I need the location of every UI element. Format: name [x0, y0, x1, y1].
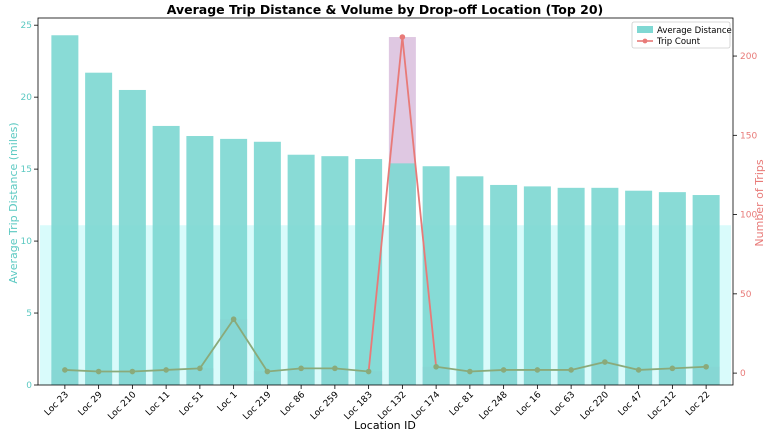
y-tick-label-25: 25 — [21, 21, 32, 31]
distance-bar-3 — [118, 89, 146, 385]
distance-bar-1 — [51, 35, 79, 385]
x-tick-label-17: Loc 220 — [579, 390, 611, 422]
legend-marker-trips — [642, 38, 648, 44]
trip-line-segment-19 — [672, 365, 707, 370]
x-tick-label-8: Loc 86 — [279, 390, 307, 418]
trip-point-12 — [433, 363, 439, 370]
trip-line-segment-4 — [166, 367, 200, 371]
distance-bar-5 — [186, 136, 214, 385]
x-tick-label-12: Loc 174 — [410, 390, 442, 422]
trip-line-segment-18 — [638, 367, 673, 371]
trip-point-13 — [467, 368, 473, 375]
x-tick-label-15: Loc 16 — [515, 390, 543, 418]
trip-line-segment-10 — [367, 36, 404, 372]
distance-bar-8 — [287, 154, 315, 385]
x-tick-label-9: Loc 259 — [309, 390, 341, 422]
y2-tick-label-100: 100 — [740, 211, 757, 221]
trip-point-14 — [500, 367, 507, 373]
trip-point-16 — [568, 367, 574, 373]
x-tick-label-7: Loc 219 — [241, 390, 273, 422]
distance-bar-10 — [355, 159, 383, 385]
trip-line-segment-6 — [232, 318, 269, 373]
distance-bar-4 — [152, 125, 180, 386]
trip-point-1 — [62, 367, 68, 373]
trip-point-17 — [602, 359, 608, 365]
x-tick-label-5: Loc 51 — [178, 390, 206, 418]
distance-bar-16 — [557, 187, 585, 385]
x-tick-label-13: Loc 81 — [448, 390, 476, 418]
x-tick-label-11: Loc 132 — [376, 390, 408, 422]
trip-line-segment-16 — [570, 361, 606, 371]
x-tick-label-16: Loc 63 — [549, 390, 577, 418]
y2-tick-label-150: 150 — [740, 131, 757, 141]
distance-bar-15 — [523, 186, 551, 385]
trip-point-3 — [129, 368, 136, 375]
y-tick-label-20: 20 — [21, 93, 33, 103]
distance-bar-17 — [591, 187, 619, 385]
trip-point-11 — [399, 34, 406, 40]
x-tick-label-10: Loc 183 — [343, 390, 375, 422]
y-tick-label-5: 5 — [26, 309, 32, 319]
trip-line-segment-12 — [435, 365, 471, 373]
chart-title: Average Trip Distance & Volume by Drop-o… — [167, 2, 604, 17]
y-tick-label-0: 0 — [26, 381, 32, 391]
legend-label-distance: Average Distance — [657, 26, 732, 36]
trip-line-segment-5 — [199, 318, 235, 369]
distance-bar-13 — [456, 176, 484, 385]
x-tick-label-3: Loc 210 — [106, 390, 138, 422]
distance-bar-20 — [692, 195, 720, 385]
distance-bar-6 — [220, 138, 248, 385]
x-tick-label-1: Loc 23 — [43, 390, 71, 418]
x-tick-label-19: Loc 212 — [646, 390, 678, 422]
trip-line-segment-3 — [132, 369, 167, 373]
distance-bar-7 — [253, 141, 281, 385]
x-tick-label-2: Loc 29 — [77, 390, 105, 418]
trip-point-19 — [669, 365, 676, 372]
trip-line-segment-11 — [401, 36, 438, 367]
x-tick-label-18: Loc 47 — [617, 390, 645, 418]
trip-line-segment-17 — [604, 361, 639, 371]
x-axis-title: Location ID — [354, 419, 416, 432]
trip-point-20 — [703, 363, 709, 370]
distance-bar-2 — [85, 72, 113, 386]
distance-bar-9 — [321, 156, 349, 385]
legend-label-trips: Trip Count — [656, 37, 701, 47]
trip-line-segment-1 — [64, 369, 99, 373]
legend-swatch-distance — [637, 26, 653, 33]
x-tick-label-14: Loc 248 — [478, 390, 510, 422]
trip-line-segment-9 — [334, 367, 369, 373]
legend-box — [631, 21, 731, 49]
distance-bar-11 — [388, 163, 416, 385]
trip-point-15 — [534, 367, 541, 373]
y-axis-title: Average Trip Distance (miles) — [7, 122, 20, 283]
y-tick-label-10: 10 — [21, 237, 33, 247]
y2-tick-label-200: 200 — [740, 52, 757, 62]
x-tick-label-20: Loc 22 — [684, 390, 712, 418]
trip-line-segment-13 — [469, 369, 504, 373]
trip-point-9 — [332, 365, 338, 372]
distance-bar-14 — [490, 184, 518, 385]
trip-line-segment-7 — [267, 367, 302, 373]
y2-tick-label-50: 50 — [740, 290, 752, 300]
trip-point-10 — [365, 368, 372, 375]
y2-axis-title: Number of Trips — [753, 159, 766, 246]
x-tick-label-4: Loc 11 — [144, 390, 172, 418]
trip-point-2 — [95, 368, 102, 375]
trip-point-6 — [230, 316, 237, 323]
plot-frame — [37, 17, 734, 386]
distance-bar-19 — [658, 192, 686, 385]
y-tick-label-15: 15 — [21, 165, 32, 175]
y2-tick-label-0: 0 — [740, 369, 746, 379]
trip-point-4 — [163, 367, 169, 373]
distance-bar-18 — [625, 190, 653, 385]
trip-point-7 — [264, 368, 271, 375]
trip-point-8 — [298, 365, 304, 372]
trip-point-18 — [635, 367, 642, 373]
x-tick-label-6: Loc 1 — [216, 390, 240, 414]
trip-point-5 — [197, 365, 203, 372]
